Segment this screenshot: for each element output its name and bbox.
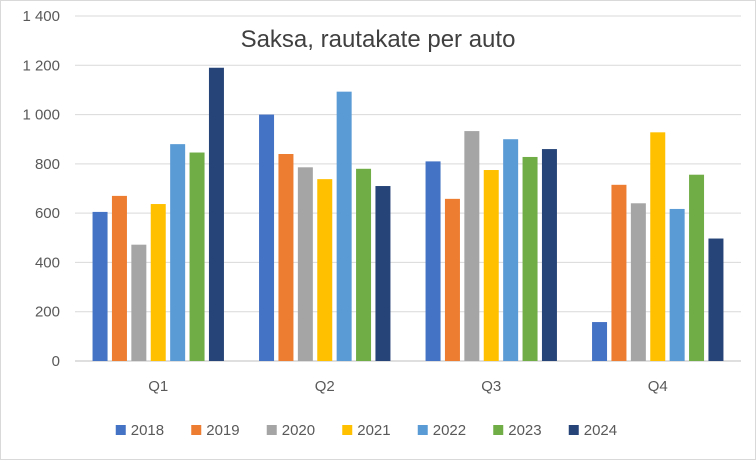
bar-q1-2019: [111, 195, 127, 361]
bars: [92, 67, 724, 362]
category-label: Q1: [148, 378, 168, 395]
bar-q2-2023: [356, 168, 372, 361]
y-tick-label: 200: [35, 304, 60, 321]
category-label: Q2: [315, 378, 335, 395]
bar-q3-2024: [541, 149, 557, 361]
legend-swatch: [493, 425, 504, 435]
legend-swatch: [266, 425, 277, 435]
legend-swatch: [115, 425, 126, 435]
bar-q4-2022: [669, 208, 685, 361]
bar-q4-2018: [592, 322, 608, 361]
bar-q3-2019: [444, 198, 460, 361]
bar-q2-2020: [297, 167, 313, 361]
legend-swatch: [191, 425, 202, 435]
bar-q4-2023: [689, 174, 705, 361]
bar-q3-2022: [503, 139, 519, 361]
bar-q2-2021: [317, 179, 333, 361]
category-label: Q4: [648, 378, 668, 395]
bar-q1-2021: [150, 204, 166, 361]
gridlines: [75, 15, 741, 362]
legend-swatch: [417, 425, 428, 435]
legend-label: 2018: [131, 422, 164, 439]
legend-label: 2022: [433, 422, 466, 439]
category-label: Q3: [481, 378, 501, 395]
bar-q2-2022: [336, 91, 352, 362]
bar-q3-2021: [483, 170, 499, 361]
chart-title: Saksa, rautakate per auto: [241, 26, 516, 53]
bar-q4-2021: [650, 132, 666, 361]
y-tick-label: 600: [35, 205, 60, 222]
bar-q4-2020: [630, 203, 646, 361]
bar-q2-2019: [278, 154, 294, 361]
y-tick-label: 1 200: [22, 57, 60, 74]
y-tick-label: 0: [52, 353, 60, 370]
legend-swatch: [568, 425, 579, 435]
y-tick-label: 400: [35, 254, 60, 271]
bar-q1-2023: [189, 152, 205, 361]
y-tick-label: 800: [35, 156, 60, 173]
legend-label: 2023: [508, 422, 541, 439]
bar-q3-2023: [522, 156, 538, 361]
bar-q1-2020: [131, 244, 147, 361]
bar-q3-2020: [464, 131, 480, 361]
legend-label: 2019: [206, 422, 239, 439]
bar-q1-2024: [208, 67, 224, 361]
x-axis-category-labels: Q1 Q2 Q3 Q4: [148, 378, 668, 395]
bar-q4-2024: [708, 238, 724, 361]
bar-q1-2018: [92, 211, 108, 361]
legend-label: 2020: [282, 422, 315, 439]
y-tick-label: 1 000: [22, 107, 60, 124]
legend: 2018 2019 2020 2021 2022 2023 2024: [115, 422, 617, 439]
bar-q3-2018: [425, 161, 441, 361]
bar-q4-2019: [611, 184, 627, 361]
y-tick-label: 1 400: [22, 8, 60, 25]
legend-label: 2021: [357, 422, 390, 439]
legend-swatch: [342, 425, 353, 435]
bar-q1-2022: [170, 144, 186, 361]
bar-q2-2018: [259, 114, 275, 361]
bar-q2-2024: [375, 186, 391, 361]
legend-label: 2024: [584, 422, 617, 439]
y-axis-tick-labels: 0 200 400 600 800 1 000 1 200 1 400: [22, 8, 60, 370]
